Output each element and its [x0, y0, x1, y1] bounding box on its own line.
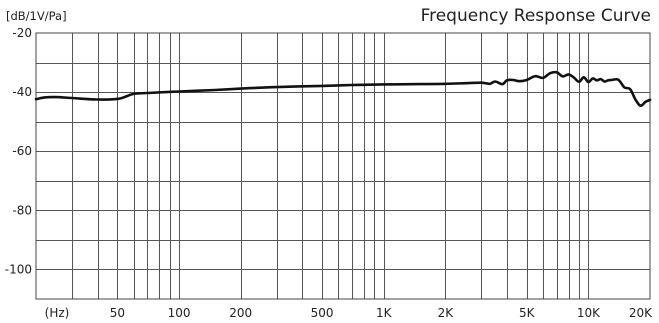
chart-title: Frequency Response Curve: [421, 6, 651, 26]
y-tick-label: -60: [12, 144, 32, 158]
y-axis-unit-label: [dB/1V/Pa]: [6, 9, 67, 23]
y-tick-label: -80: [12, 203, 32, 217]
y-tick-label: -40: [12, 85, 32, 99]
x-tick-label: 20K: [629, 306, 653, 320]
x-axis-ticks: 50 100 200 500 1K 2K 5K 10K 20K: [110, 306, 653, 320]
x-tick-label: 10K: [577, 306, 601, 320]
x-tick-label: 2K: [438, 306, 455, 320]
frequency-response-line: [34, 70, 652, 108]
x-tick-label: 200: [229, 306, 252, 320]
y-axis-ticks: -20 -40 -60 -80 -100: [5, 26, 32, 276]
x-tick-label: 5K: [519, 306, 536, 320]
x-tick-label: 500: [311, 306, 334, 320]
series-layer: [34, 70, 652, 108]
y-tick-label: -100: [5, 262, 32, 276]
x-axis-unit-label: (Hz): [45, 306, 70, 320]
grid-lines: [36, 33, 650, 299]
plot-frame: [35, 32, 651, 300]
x-tick-label: 50: [110, 306, 125, 320]
x-tick-label: 1K: [376, 306, 393, 320]
y-tick-label: -20: [12, 26, 32, 40]
x-tick-label: 100: [168, 306, 191, 320]
